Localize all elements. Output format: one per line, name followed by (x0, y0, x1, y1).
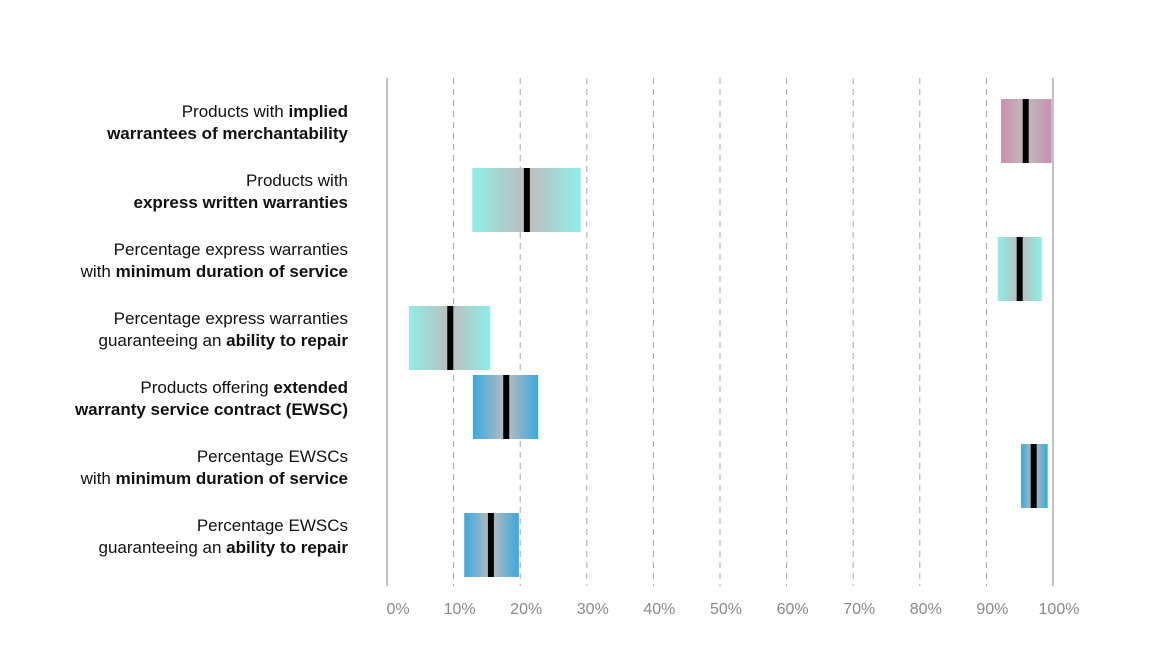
axis-layer (386, 78, 1054, 586)
category-label: Percentage EWSCs (197, 447, 348, 466)
x-tick-label: 90% (976, 601, 1008, 618)
category-label-layer: Products with implied warrantees of merch… (74, 102, 349, 557)
category-label: Percentage express warranties (114, 309, 348, 328)
category-label: warranty service contract (EWSC) (74, 400, 348, 419)
median-marker (1016, 237, 1023, 301)
category-label: with minimum duration of service (80, 469, 348, 488)
median-marker (1022, 99, 1029, 163)
x-tick-label: 100% (1039, 601, 1080, 618)
x-tick-label: 50% (710, 601, 742, 618)
category-label: Percentage EWSCs (197, 516, 348, 535)
category-label: guaranteeing an ability to repair (99, 331, 349, 350)
category-label: Products with implied (182, 102, 348, 121)
median-marker (523, 168, 530, 232)
category-label: warrantees of merchantability (106, 124, 348, 143)
category-label: Products with (246, 171, 348, 190)
median-marker (1030, 444, 1037, 508)
x-tick-label: 80% (910, 601, 942, 618)
x-tick-label: 60% (777, 601, 809, 618)
category-label: Products offering extended (140, 378, 348, 397)
category-label: express written warranties (134, 193, 348, 212)
x-tick-label: 0% (386, 601, 409, 618)
median-marker (447, 306, 454, 370)
x-tick-label: 70% (843, 601, 875, 618)
x-tick-label: 10% (444, 601, 476, 618)
median-marker (503, 375, 510, 439)
grid-layer (453, 78, 987, 586)
category-label: with minimum duration of service (80, 262, 348, 281)
x-tick-label: 40% (643, 601, 675, 618)
category-label: guaranteeing an ability to repair (99, 538, 349, 557)
x-tick-label-layer: 0% 10% 20% 30% 40% 50% 60% 70% 80% 90% 100% (386, 601, 1079, 618)
bar-layer (408, 99, 1052, 577)
median-marker (487, 513, 494, 577)
x-tick-label: 30% (577, 601, 609, 618)
category-label: Percentage express warranties (114, 240, 348, 259)
x-tick-label: 20% (510, 601, 542, 618)
